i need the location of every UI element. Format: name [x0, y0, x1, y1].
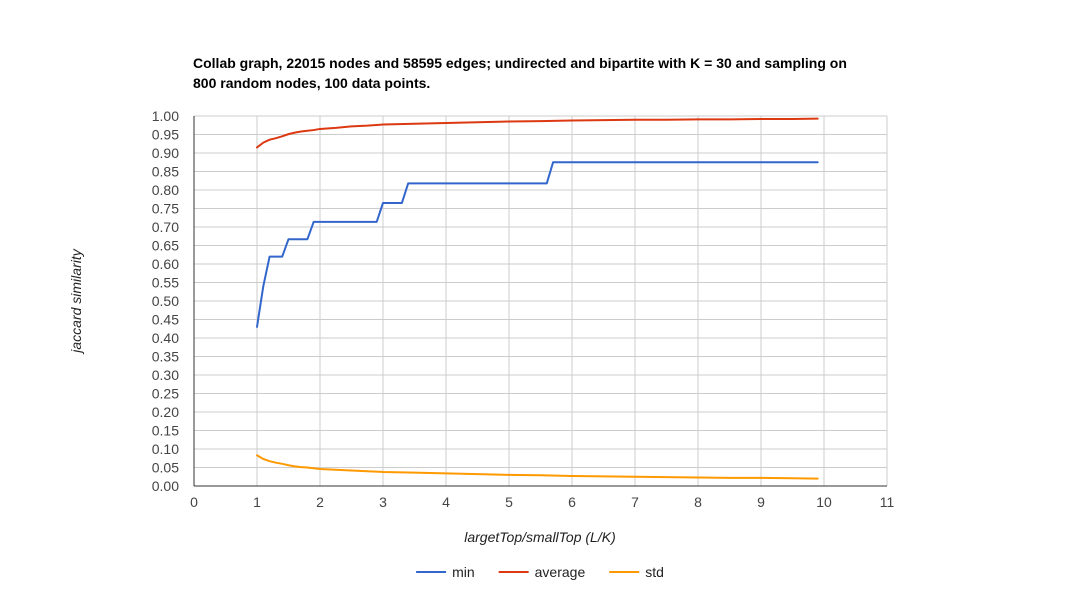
y-tick-label: 0.55	[152, 275, 179, 291]
chart-title-line-2: 800 random nodes, 100 data points.	[193, 75, 430, 91]
y-tick-label: 0.25	[152, 386, 179, 402]
x-tick-label: 4	[442, 494, 450, 510]
y-tick-label: 0.40	[152, 330, 179, 346]
chart-title-line-1: Collab graph, 22015 nodes and 58595 edge…	[193, 55, 847, 71]
legend-item-average: average	[498, 564, 586, 580]
x-tick-label: 9	[757, 494, 765, 510]
x-tick-label: 10	[816, 494, 832, 510]
x-tick-label: 7	[631, 494, 639, 510]
y-tick-label: 0.05	[152, 460, 179, 476]
y-tick-label: 0.35	[152, 349, 179, 365]
y-tick-label: 0.30	[152, 367, 179, 383]
x-tick-label: 6	[568, 494, 576, 510]
y-tick-label: 0.75	[152, 201, 179, 217]
legend-label: min	[452, 564, 475, 580]
chart-title: Collab graph, 22015 nodes and 58595 edge…	[193, 55, 847, 91]
y-tick-label: 0.00	[152, 478, 179, 494]
x-tick-label: 5	[505, 494, 513, 510]
y-tick-label: 0.85	[152, 164, 179, 180]
y-tick-label: 0.15	[152, 423, 179, 439]
y-axis-title: jaccard similarity	[68, 248, 84, 354]
x-tick-label: 8	[694, 494, 702, 510]
legend: min average std	[416, 564, 664, 580]
series-line-average	[256, 117, 819, 149]
y-tick-label: 0.45	[152, 312, 179, 328]
legend-item-std: std	[609, 564, 664, 580]
y-tick-label: 0.60	[152, 256, 179, 272]
y-tick-label: 0.20	[152, 404, 179, 420]
legend-item-min: min	[416, 564, 475, 580]
x-tick-label: 1	[253, 494, 261, 510]
y-tick-label: 0.70	[152, 219, 179, 235]
x-tick-label: 3	[379, 494, 387, 510]
y-tick-label: 0.95	[152, 127, 179, 143]
grid-lines	[193, 115, 888, 487]
legend-label: std	[645, 564, 664, 580]
y-tick-label: 1.00	[152, 108, 179, 124]
axes	[193, 116, 887, 487]
y-tick-label: 0.80	[152, 182, 179, 198]
x-axis-title: largetTop/smallTop (L/K)	[464, 529, 615, 545]
y-tick-label: 0.10	[152, 441, 179, 457]
x-tick-label: 0	[190, 494, 198, 510]
y-tick-label: 0.90	[152, 145, 179, 161]
x-tick-label: 11	[880, 494, 895, 510]
x-axis-tick-labels: 0 1 2 3 4 5 6 7 8 9 10 11	[190, 494, 894, 510]
y-axis-tick-labels: 0.00 0.05 0.10 0.15 0.20 0.25 0.30 0.35 0.40 0.45…	[152, 108, 179, 494]
x-tick-label: 2	[316, 494, 324, 510]
series-lines	[256, 117, 819, 480]
series-line-min	[256, 161, 819, 328]
y-tick-label: 0.50	[152, 293, 179, 309]
y-tick-label: 0.65	[152, 238, 179, 254]
legend-label: average	[535, 564, 586, 580]
series-line-std	[256, 454, 819, 480]
